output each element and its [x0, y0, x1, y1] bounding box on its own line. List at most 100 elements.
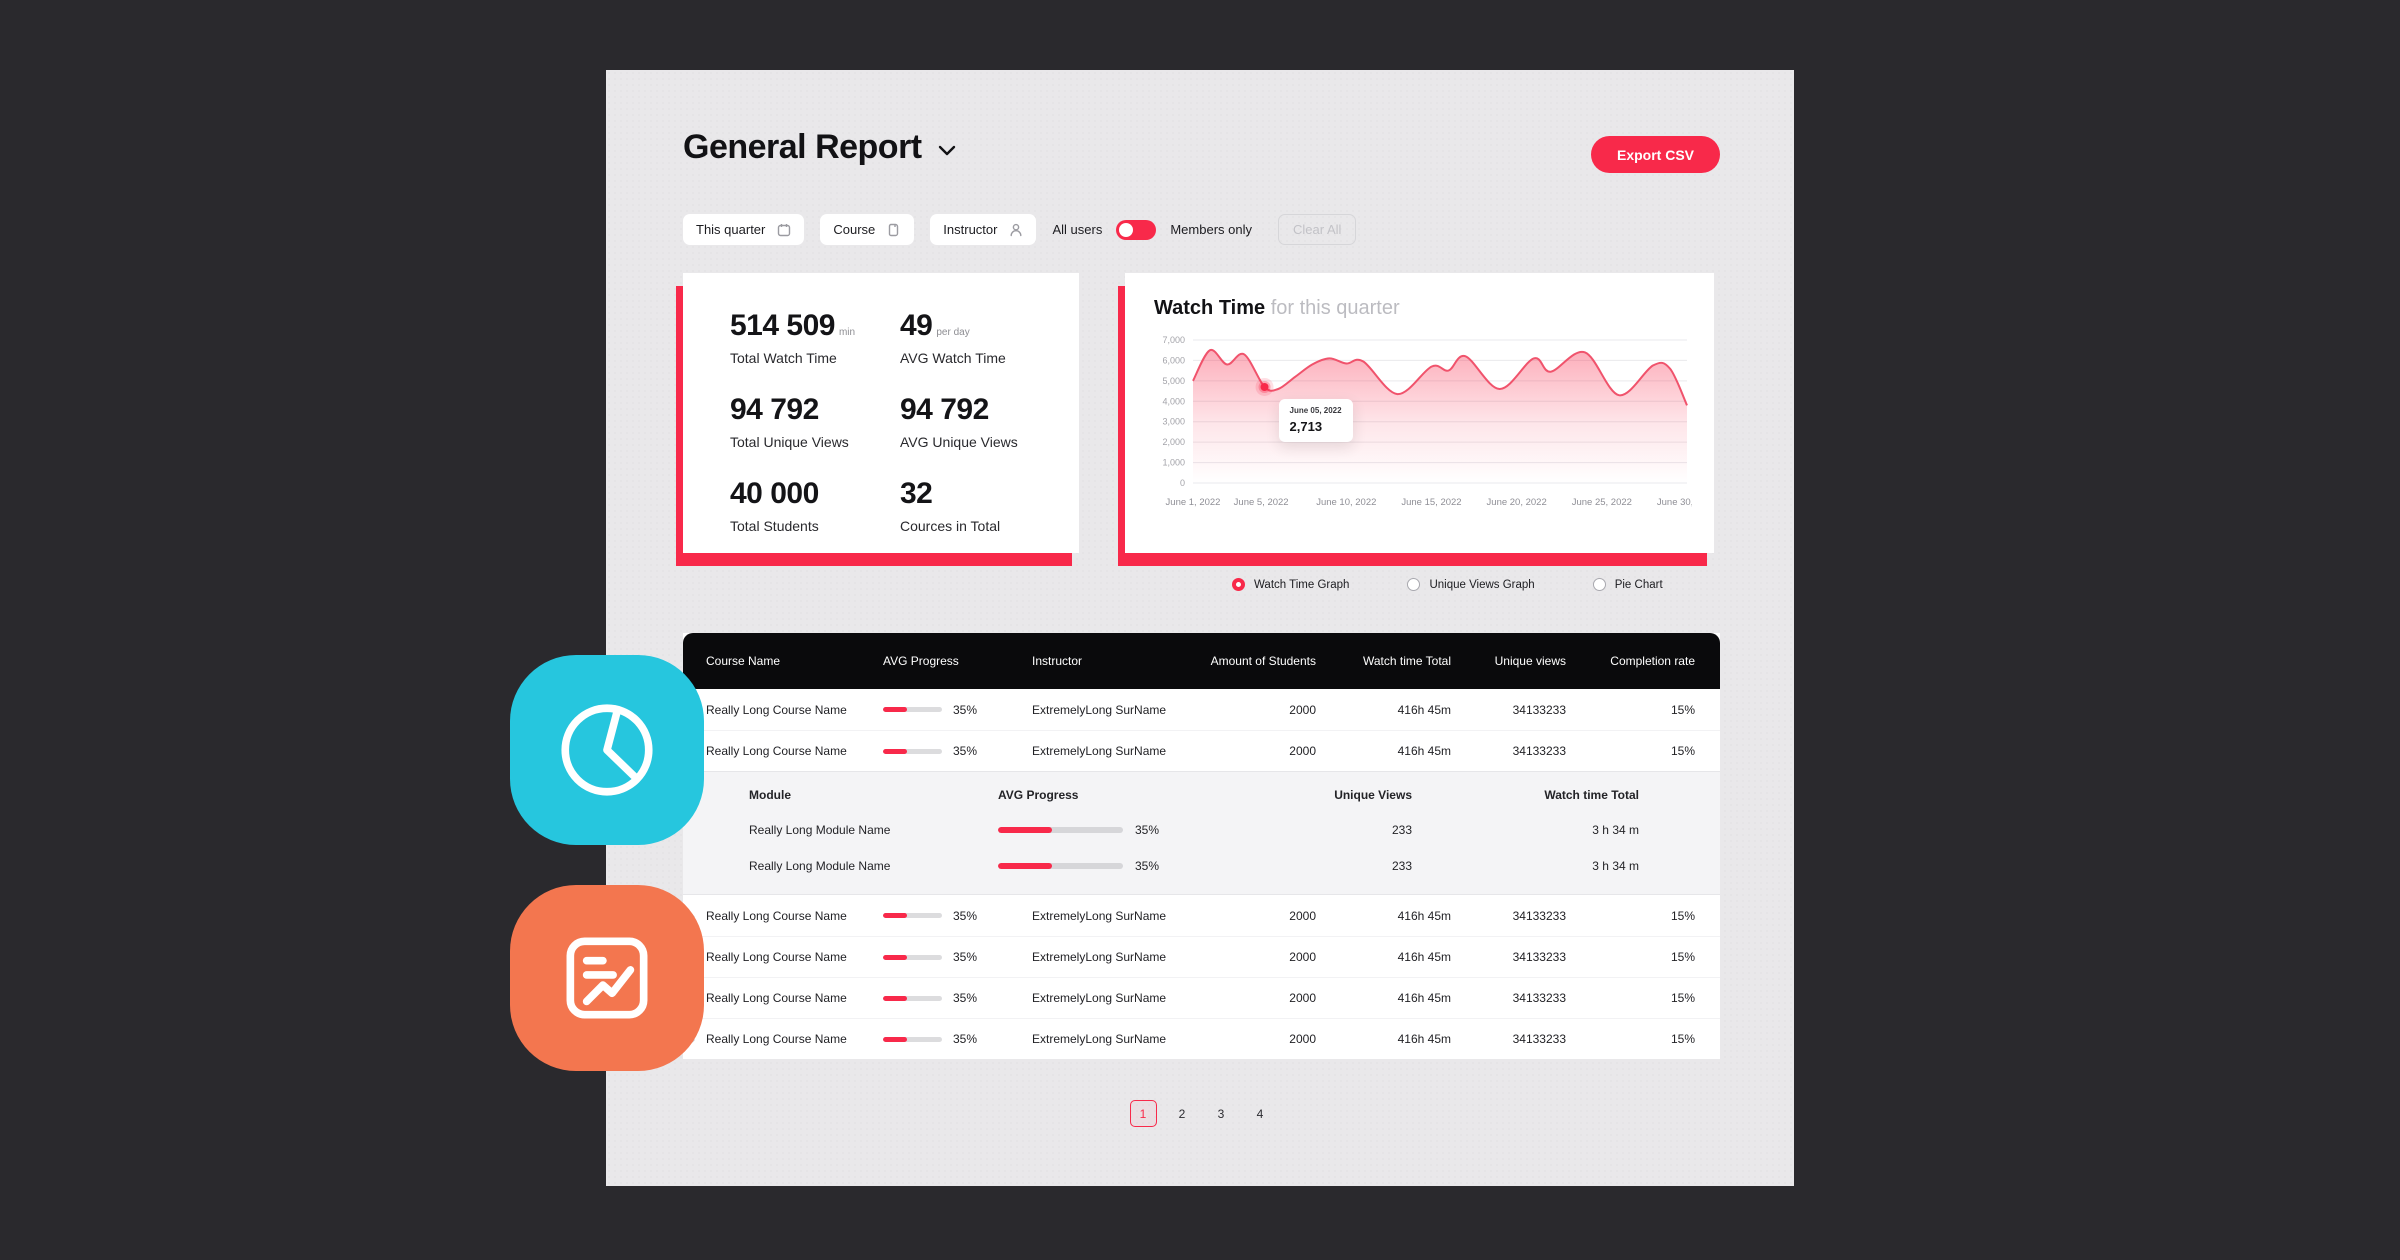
page-button[interactable]: 2 — [1169, 1100, 1196, 1127]
cell-course-name: Really Long Course Name — [706, 950, 847, 964]
cell-unique-views: 34133233 — [1512, 702, 1566, 717]
chevron-down-icon[interactable] — [938, 145, 956, 157]
chart-title: Watch Time for this quarter — [1154, 297, 1692, 320]
table-rows-top: › Really Long Course Name 35% ExtremelyL… — [683, 689, 1720, 771]
chart-type-radio[interactable]: Watch Time Graph — [1232, 578, 1349, 591]
progress-label: 35% — [953, 744, 978, 758]
stat-value: 40 000 — [730, 477, 900, 511]
cell-course-name: Really Long Course Name — [706, 1032, 847, 1046]
page-button[interactable]: 3 — [1208, 1100, 1235, 1127]
quarter-filter-label: This quarter — [696, 222, 766, 237]
cell-watch-time: 416h 45m — [1397, 991, 1451, 1005]
table-row[interactable]: › Really Long Course Name 35% ExtremelyL… — [683, 689, 1720, 730]
stat-item: 94 792 AVG Unique Views — [900, 393, 1059, 450]
report-panel: General Report Export CSV This quarter C… — [606, 70, 1794, 1186]
radio-icon[interactable] — [1407, 578, 1421, 591]
svg-text:June 25, 2022: June 25, 2022 — [1572, 497, 1632, 508]
chart-title-strong: Watch Time — [1154, 297, 1266, 319]
progress-bar — [883, 913, 942, 918]
stat-unit: per day — [936, 327, 970, 338]
cell-module-unique-views: 233 — [1391, 859, 1412, 873]
svg-text:0: 0 — [1180, 478, 1185, 488]
stat-value: 514 509 min — [730, 309, 900, 343]
col-avg-progress: AVG Progress — [883, 654, 959, 668]
module-progress-bar — [998, 863, 1123, 869]
cell-unique-views: 34133233 — [1512, 950, 1566, 964]
svg-text:2,000: 2,000 — [1162, 437, 1185, 447]
svg-text:4,000: 4,000 — [1162, 396, 1185, 406]
stat-number: 49 — [900, 309, 933, 342]
stat-label: Total Students — [730, 518, 819, 534]
stat-number: 94 792 — [730, 393, 819, 426]
cell-progress: 35% — [883, 950, 1032, 964]
cell-instructor: ExtremelyLong SurName — [1032, 991, 1167, 1005]
cell-students: 2000 — [1289, 991, 1316, 1005]
stat-item: 32 Cources in Total — [900, 477, 1059, 534]
stats-card: 514 509 min Total Watch Time 49 per day AV… — [683, 273, 1079, 553]
radio-label: Pie Chart — [1614, 578, 1663, 591]
col-amount-students: Amount of Students — [1210, 654, 1316, 668]
progress-bar — [883, 995, 942, 1001]
courses-table: Course Name AVG Progress Instructor Amou… — [683, 633, 1720, 1059]
quarter-filter-button[interactable]: This quarter — [683, 214, 805, 245]
module-row[interactable]: Really Long Module Name 35% 233 3 h 34 m — [683, 812, 1720, 848]
cell-students: 2000 — [1289, 908, 1316, 923]
chart-type-radio[interactable]: Unique Views Graph — [1407, 578, 1535, 591]
user-icon — [1010, 223, 1022, 236]
subcol-progress: AVG Progress — [998, 788, 1079, 802]
cell-watch-time: 416h 45m — [1397, 950, 1451, 964]
export-csv-button[interactable]: Export CSV — [1590, 136, 1720, 173]
progress-label: 35% — [953, 1032, 978, 1046]
table-header-row: Course Name AVG Progress Instructor Amou… — [683, 633, 1720, 689]
svg-text:June 20, 2022: June 20, 2022 — [1487, 497, 1547, 508]
cell-completion: 15% — [1670, 744, 1695, 758]
table-row[interactable]: › Really Long Course Name 35% ExtremelyL… — [683, 936, 1720, 977]
instructor-filter-button[interactable]: Instructor — [930, 214, 1037, 245]
svg-text:7,000: 7,000 — [1162, 335, 1185, 345]
table-row[interactable]: › Really Long Course Name 35% ExtremelyL… — [683, 895, 1720, 936]
chart-type-radio[interactable]: Pie Chart — [1592, 578, 1663, 591]
col-unique-views: Unique views — [1494, 654, 1566, 668]
cell-module-name: Really Long Module Name — [749, 859, 891, 873]
radio-icon[interactable] — [1232, 578, 1245, 591]
cell-completion: 15% — [1670, 991, 1695, 1005]
course-filter-button[interactable]: Course — [820, 214, 915, 245]
cell-watch-time: 416h 45m — [1397, 908, 1451, 923]
progress-bar — [883, 954, 942, 960]
svg-text:5,000: 5,000 — [1162, 376, 1185, 386]
stat-item: 40 000 Total Students — [730, 477, 900, 534]
cell-course-name: Really Long Course Name — [706, 702, 847, 717]
cell-instructor: ExtremelyLong SurName — [1032, 1032, 1167, 1046]
stat-number: 94 792 — [900, 393, 989, 426]
page-button[interactable]: 1 — [1129, 1100, 1157, 1127]
stat-label: Cources in Total — [900, 518, 1001, 534]
subtable-header-row: Module AVG Progress Unique Views Watch t… — [683, 778, 1720, 812]
report-chart-tile — [510, 885, 704, 1071]
svg-text:June 1, 2022: June 1, 2022 — [1166, 497, 1221, 508]
modules-subtable: Module AVG Progress Unique Views Watch t… — [683, 771, 1720, 895]
all-users-label: All users — [1052, 222, 1103, 237]
cell-unique-views: 34133233 — [1512, 744, 1566, 758]
table-row[interactable]: › Really Long Course Name 35% ExtremelyL… — [683, 730, 1720, 771]
page-button[interactable]: 4 — [1247, 1100, 1274, 1127]
cell-completion: 15% — [1670, 908, 1695, 923]
cell-students: 2000 — [1289, 744, 1316, 758]
page-title-row[interactable]: General Report — [683, 128, 956, 167]
cell-module-watch-time: 3 h 34 m — [1592, 859, 1639, 873]
table-rows-bottom: › Really Long Course Name 35% ExtremelyL… — [683, 895, 1720, 1059]
radio-icon[interactable] — [1592, 578, 1606, 591]
members-toggle[interactable] — [1116, 219, 1157, 240]
watch-time-svg[interactable]: 0 1,000 2,000 3,000 4,000 5,000 6,000 7,000 June… — [1147, 328, 1717, 528]
module-row[interactable]: Really Long Module Name 35% 233 3 h 34 m — [683, 848, 1720, 884]
cell-progress: 35% — [883, 703, 1032, 717]
clear-all-button[interactable]: Clear All — [1277, 214, 1357, 245]
cell-progress: 35% — [883, 1032, 1032, 1046]
table-row[interactable]: › Really Long Course Name 35% ExtremelyL… — [683, 1018, 1720, 1059]
progress-bar — [883, 707, 942, 712]
course-filter-label: Course — [833, 222, 876, 237]
cell-students: 2000 — [1289, 950, 1316, 964]
stat-number: 40 000 — [730, 477, 819, 510]
stat-label: Total Watch Time — [730, 350, 837, 366]
table-row[interactable]: › Really Long Course Name 35% ExtremelyL… — [683, 977, 1720, 1018]
clock-tile — [510, 655, 704, 845]
